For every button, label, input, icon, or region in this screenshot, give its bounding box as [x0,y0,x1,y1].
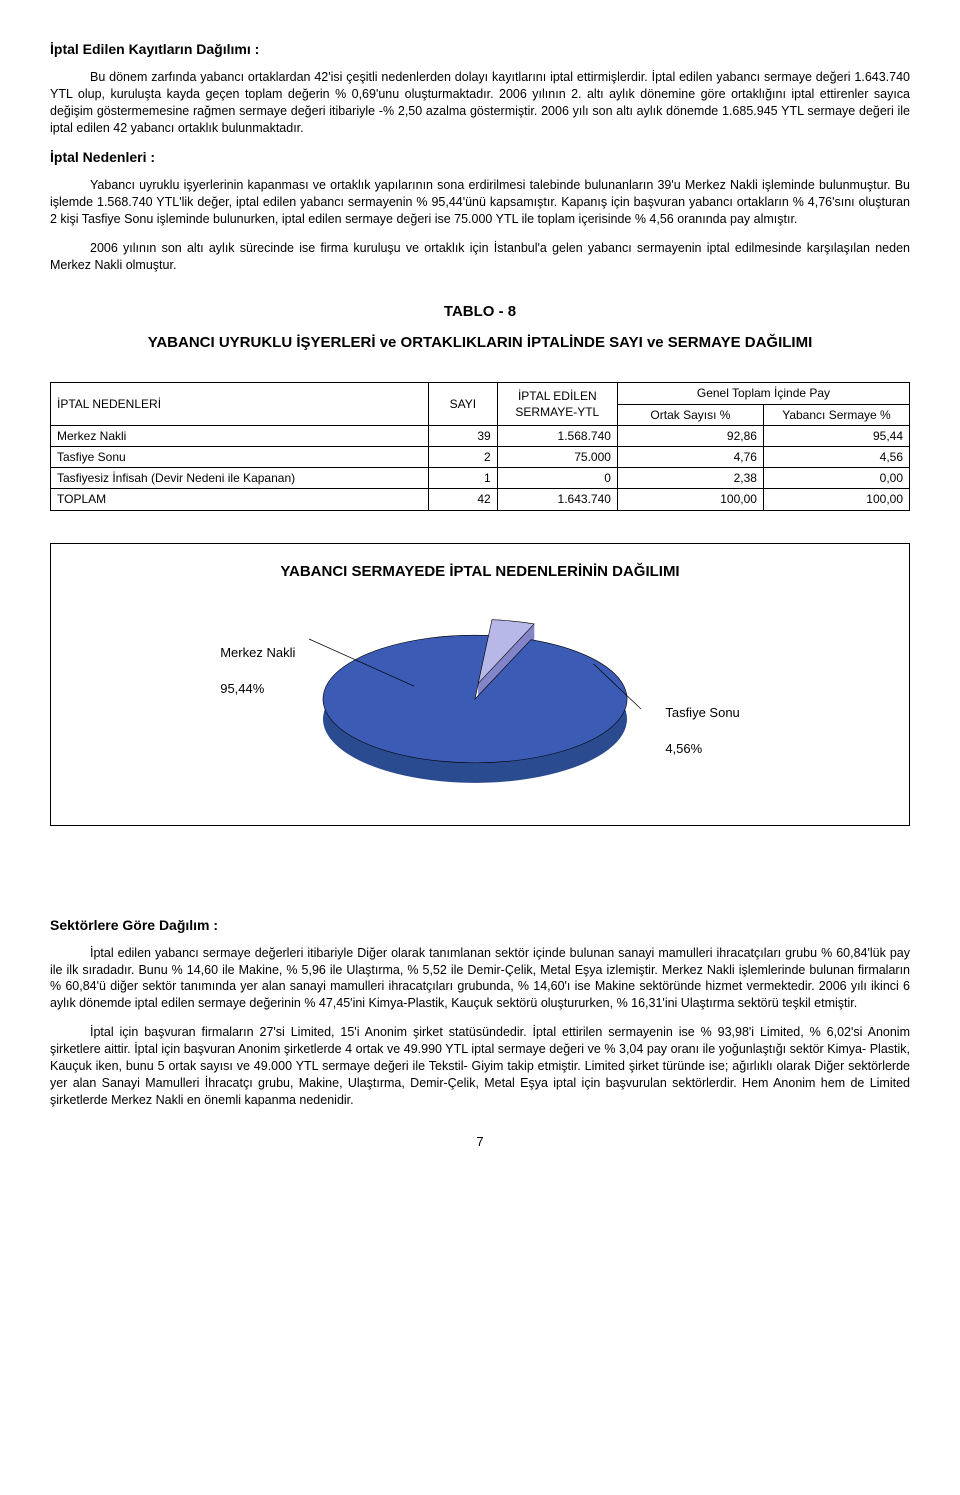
cell-ortak: 4,76 [617,446,763,467]
pie-label-right: Tasfiye Sonu 4,56% [665,685,739,758]
pie-left-l2: 95,44% [220,681,264,696]
th-ortak-sayisi: Ortak Sayısı % [617,404,763,425]
section2-p1: Yabancı uyruklu işyerlerinin kapanması v… [50,177,910,228]
table-row: Merkez Nakli391.568.74092,8695,44 [51,425,910,446]
iptal-table: İPTAL NEDENLERİ SAYI İPTAL EDİLEN SERMAY… [50,382,910,510]
cell-yabanci: 95,44 [763,425,909,446]
pie-chart [305,617,645,797]
section3-p2: İptal için başvuran firmaların 27'si Lim… [50,1024,910,1108]
th-nedenler: İPTAL NEDENLERİ [51,383,429,425]
chart-title: YABANCI SERMAYEDE İPTAL NEDENLERİNİN DAĞ… [71,562,889,582]
cell-sayi: 42 [428,489,497,510]
table-row: Tasfiyesiz İnfisah (Devir Nedeni ile Kap… [51,468,910,489]
cell-ortak: 92,86 [617,425,763,446]
table-subtitle: YABANCI UYRUKLU İŞYERLERİ ve ORTAKLIKLAR… [50,332,910,355]
pie-chart-container: YABANCI SERMAYEDE İPTAL NEDENLERİNİN DAĞ… [50,543,910,826]
section3-p1: İptal edilen yabancı sermaye değerleri i… [50,945,910,1013]
cell-yabanci: 0,00 [763,468,909,489]
th-genel-toplam: Genel Toplam İçinde Pay [617,383,909,404]
cell-sermaye: 75.000 [497,446,617,467]
pie-slice [323,635,627,763]
cell-sermaye: 1.643.740 [497,489,617,510]
page-number: 7 [50,1133,910,1151]
cell-label: Merkez Nakli [51,425,429,446]
cell-yabanci: 4,56 [763,446,909,467]
section3-heading: Sektörlere Göre Dağılım : [50,916,910,935]
th-sermaye: İPTAL EDİLEN SERMAYE-YTL [497,383,617,425]
section1-heading: İptal Edilen Kayıtların Dağılımı : [50,40,910,59]
th-yabanci-sermaye: Yabancı Sermaye % [763,404,909,425]
table-row: TOPLAM421.643.740100,00100,00 [51,489,910,510]
cell-ortak: 100,00 [617,489,763,510]
section1-p1: Bu dönem zarfında yabancı ortaklardan 42… [50,69,910,137]
cell-sermaye: 0 [497,468,617,489]
section2-heading: İptal Nedenleri : [50,148,910,167]
cell-ortak: 2,38 [617,468,763,489]
pie-left-l1: Merkez Nakli [220,645,295,660]
cell-label: Tasfiye Sonu [51,446,429,467]
cell-sermaye: 1.568.740 [497,425,617,446]
pie-right-l1: Tasfiye Sonu [665,705,739,720]
cell-yabanci: 100,00 [763,489,909,510]
cell-label: Tasfiyesiz İnfisah (Devir Nedeni ile Kap… [51,468,429,489]
table-row: Tasfiye Sonu275.0004,764,56 [51,446,910,467]
table-title: TABLO - 8 [50,302,910,322]
pie-right-l2: 4,56% [665,741,702,756]
cell-sayi: 1 [428,468,497,489]
cell-sayi: 39 [428,425,497,446]
pie-label-left: Merkez Nakli 95,44% [220,625,295,698]
cell-sayi: 2 [428,446,497,467]
cell-label: TOPLAM [51,489,429,510]
section2-p2: 2006 yılının son altı aylık sürecinde is… [50,240,910,274]
th-sayi: SAYI [428,383,497,425]
